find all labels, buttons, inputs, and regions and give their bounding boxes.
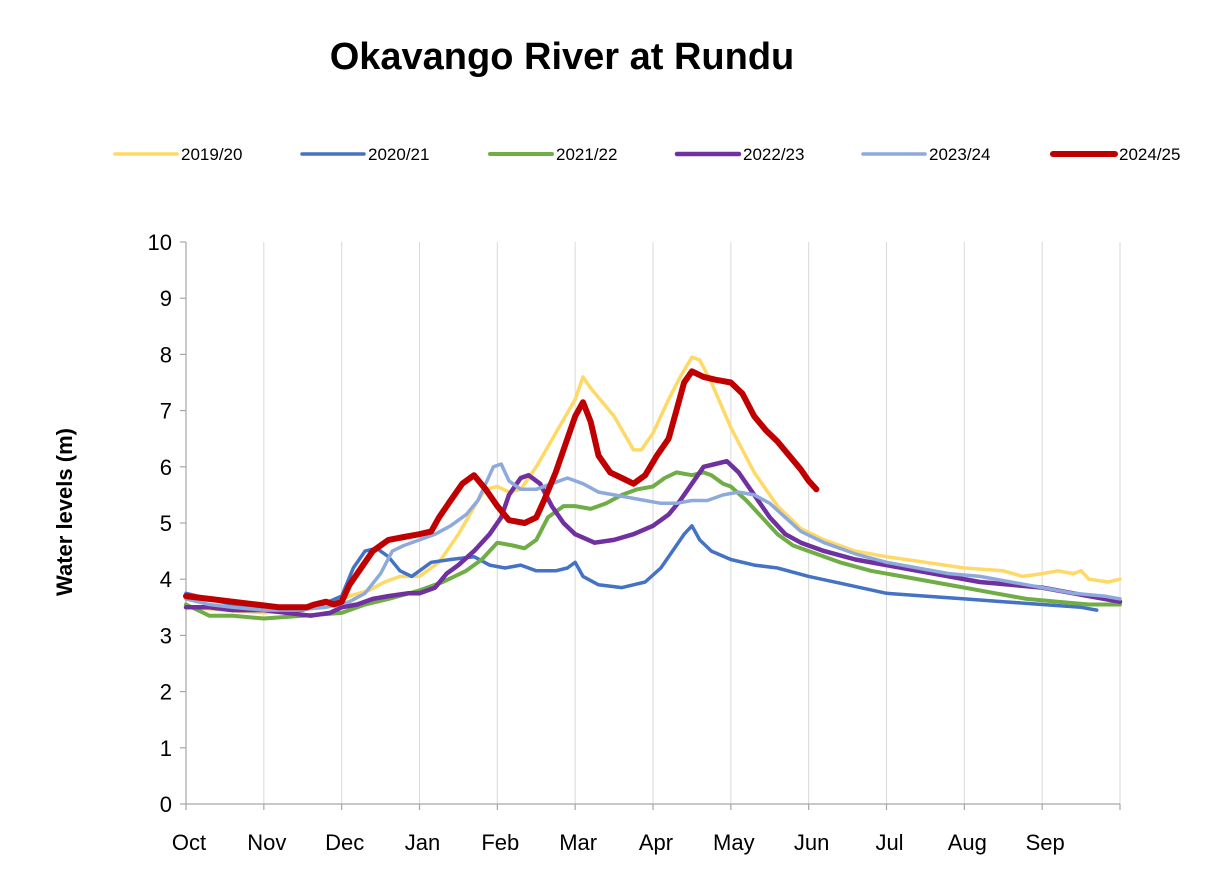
y-tick-label: 10 (148, 230, 172, 255)
y-tick-label: 0 (160, 792, 172, 817)
series-lines (183, 355, 1123, 621)
y-tick-label: 9 (160, 286, 172, 311)
x-tick-label: Sep (1026, 830, 1065, 855)
x-tick-label: May (713, 830, 755, 855)
x-tick-label: Apr (639, 830, 673, 855)
y-tick-label: 5 (160, 511, 172, 536)
y-tick-label: 4 (160, 567, 172, 592)
y-tick-label: 1 (160, 736, 172, 761)
y-tick-label: 3 (160, 623, 172, 648)
series-line (184, 462, 1122, 612)
chart-title: Okavango River at Rundu (330, 36, 795, 78)
legend-label: 2019/20 (181, 145, 242, 164)
legend-label: 2024/25 (1119, 145, 1180, 164)
gridlines (263, 242, 1121, 804)
y-axis-label: Water levels (m) (52, 428, 77, 596)
series-line (183, 458, 1123, 618)
legend-label: 2022/23 (743, 145, 804, 164)
axes (180, 241, 1121, 810)
y-tick-label: 8 (160, 342, 172, 367)
x-tick-label: Aug (948, 830, 987, 855)
legend-label: 2021/22 (556, 145, 617, 164)
series-line (184, 355, 1122, 615)
y-tick-label: 7 (160, 399, 172, 424)
legend-label: 2020/21 (368, 145, 429, 164)
x-tick-label: Jul (875, 830, 903, 855)
legend-label: 2023/24 (929, 145, 990, 164)
y-tick-label: 2 (160, 680, 172, 705)
x-tick-label: Mar (559, 830, 597, 855)
series-line (184, 524, 1099, 612)
legend: 2019/20 2020/21 2021/22 2022/23 2023/24 2024/… (113, 145, 1180, 164)
x-tick-label: Oct (172, 830, 206, 855)
x-tick-labels: Oct Nov Dec Jan Feb Mar Apr May Jun Jul Aug Sep (172, 830, 1065, 855)
x-tick-label: Nov (247, 830, 286, 855)
y-tick-label: 6 (160, 455, 172, 480)
y-tick-labels: 0 1 2 3 4 5 6 7 8 9 10 (148, 230, 172, 817)
x-tick-label: Jan (405, 830, 440, 855)
x-tick-label: Dec (325, 830, 364, 855)
series-line (183, 368, 820, 611)
x-tick-label: Feb (481, 830, 519, 855)
x-tick-label: Jun (794, 830, 829, 855)
